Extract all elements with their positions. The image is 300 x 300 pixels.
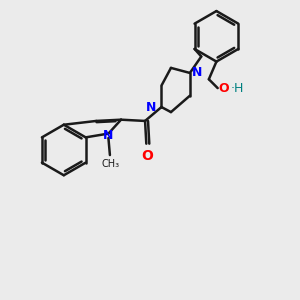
Text: N: N [192,66,203,80]
Text: O: O [141,149,153,163]
Text: N: N [146,100,156,114]
Text: ·H: ·H [231,82,244,94]
Text: N: N [103,129,114,142]
Text: O: O [218,82,229,94]
Text: CH₃: CH₃ [101,159,120,169]
